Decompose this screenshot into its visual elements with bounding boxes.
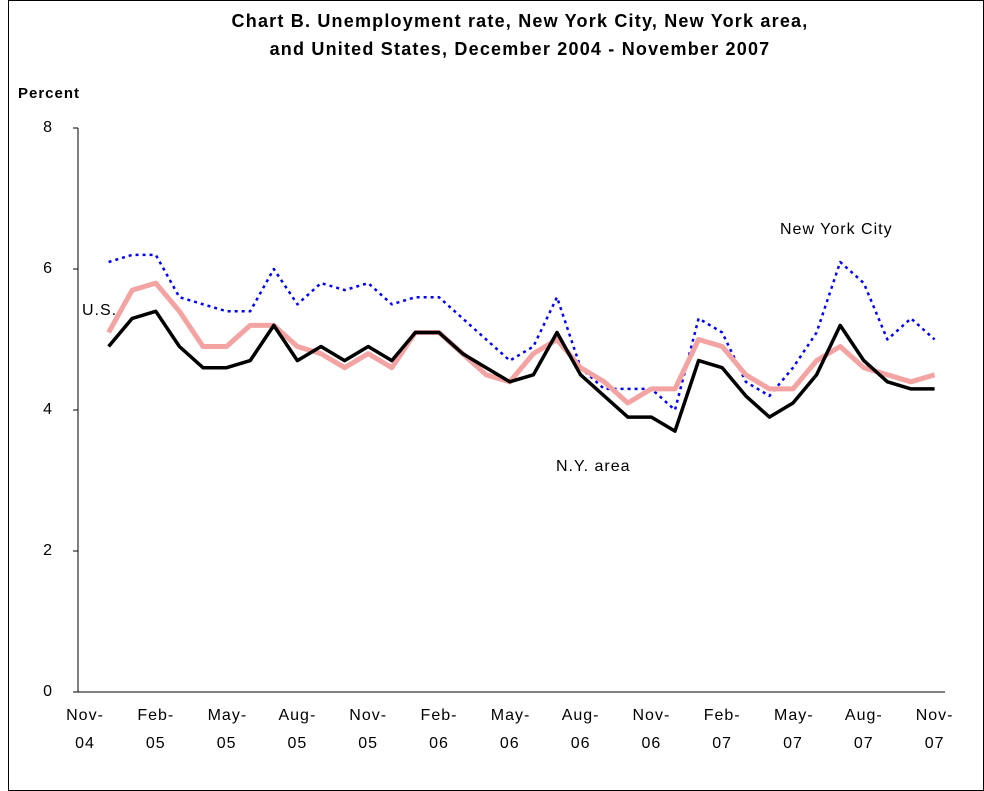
line-series [108,253,936,412]
x-tick-label: Feb-07 [703,707,741,752]
line-series [107,309,935,433]
x-tick-label: Nov-07 [915,707,954,752]
x-tick-label: May-07 [774,707,814,752]
y-tick-label: 6 [43,260,52,277]
y-axis-label: Percent [18,85,80,102]
series-label: U.S. [82,302,117,319]
x-tick-label: Aug-05 [278,707,317,752]
line-series [106,280,936,406]
x-tick-label: Aug-07 [844,707,883,752]
chart-title: Chart B. Unemployment rate, New York Cit… [232,11,809,31]
series-label: New York City [780,221,893,238]
x-tick-label: Feb-05 [137,707,175,752]
x-tick-label: Nov-06 [632,707,671,752]
x-tick-label: Aug-06 [561,707,600,752]
x-tick-label: Feb-06 [420,707,458,752]
y-tick-label: 4 [43,401,52,418]
x-tick-label: May-06 [490,707,531,752]
x-tick-label: May-05 [207,707,248,752]
y-tick-label: 2 [43,542,52,559]
series-label: N.Y. area [556,458,631,475]
y-tick-label: 0 [43,683,52,700]
y-tick-label: 8 [43,119,52,136]
x-tick-label: Nov-04 [66,707,104,752]
chart-frame [8,0,984,791]
x-tick-label: Nov-05 [349,707,388,752]
chart-title: and United States, December 2004 - Novem… [270,39,771,59]
